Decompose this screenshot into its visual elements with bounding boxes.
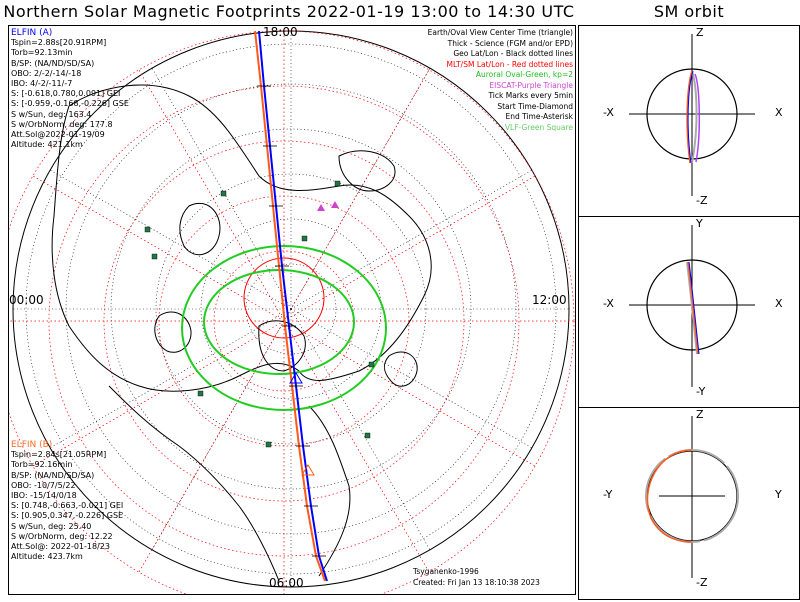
legend-item: EISCAT-Purple Triangle [489, 80, 573, 90]
axis-label-top: Y [696, 217, 703, 230]
sm-orbit-title: SM orbit [653, 2, 725, 21]
legend-item: MLT/SM Lat/Lon - Red dotted lines [446, 59, 573, 69]
elfin-b-line: S: [0.905,0.347,-0.226] GSE [11, 511, 124, 521]
mlt-label-top: 18:00 [263, 25, 298, 39]
elfin-b-line: B/SP: (NA/ND/SD/SA) [11, 470, 95, 480]
legend-item: Geo Lat/Lon - Black dotted lines [453, 49, 573, 58]
elfin-b-line: S: [0.748,-0.663,-0.021] GEI [11, 501, 124, 511]
elfin-a-line: IBO: 4/-2/-11/-7 [11, 79, 73, 89]
map-legend: Earth/Oval View Center Time (triangle) T… [428, 28, 573, 133]
elfin-b-name: ELFIN (B) [11, 440, 53, 450]
legend-item: Tick Marks every 5min [488, 91, 573, 100]
axis-label-bottom: -Z [696, 576, 708, 589]
axis-label-right: X [775, 106, 783, 119]
legend-item: Start Time-Diamond [497, 101, 573, 111]
elfin-a-line: Tspin=2.88s[20.91RPM] [11, 38, 107, 48]
elfin-b-line: OBO: -10/7/5/22 [11, 480, 76, 490]
legend-item: End Time-Asterisk [505, 112, 573, 121]
elfin-a-info: ELFIN (A) Tspin=2.88s[20.91RPM] Torb=92.… [11, 28, 129, 150]
axis-label-top: Z [696, 408, 704, 421]
orbit-xy-svg [629, 225, 755, 387]
legend-item: Auroral Oval-Green, kp=2 [475, 70, 573, 79]
mlt-label-left: 00:00 [9, 293, 44, 307]
polar-map-svg [9, 30, 575, 594]
orbit-panel-xz: Z -Z -X X [579, 26, 799, 216]
view-center-triangle-a [289, 372, 303, 384]
elfin-b-track [254, 30, 326, 582]
elfin-b-line: Altitude: 423.7km [11, 552, 83, 562]
axis-label-left: -X [603, 297, 614, 310]
map-footer: Tsyganenko-1996 Created: Fri Jan 13 18:1… [413, 566, 540, 588]
axis-label-bottom: -Y [696, 385, 706, 398]
model-label: Tsyganenko-1996 [413, 567, 479, 576]
orbit-panel-xy: Y -Y -X X [579, 216, 799, 407]
orbit-xz-svg [629, 34, 755, 196]
axis-label-right: Y [775, 488, 782, 501]
elfin-b-line: S w/Sun, deg: 25.40 [11, 521, 92, 531]
orbit-yz-svg [645, 416, 739, 578]
elfin-b-line: S w/OrbNorm, deg: 12.22 [11, 531, 113, 541]
elfin-b-line: Torb=92.16min [11, 460, 73, 470]
sm-orbit-panels: Z -Z -X X Y -Y -X X Z -Z -Y Y [578, 25, 800, 600]
mlt-label-right: 12:00 [532, 293, 567, 307]
axis-label-bottom: -Z [696, 194, 708, 207]
elfin-a-line: OBO: 2/-2/-14/-18 [11, 68, 82, 78]
legend-item: VLF-Green Square [504, 122, 573, 132]
legend-item: Thick - Science (FGM and/or EPD) [447, 38, 573, 48]
elfin-b-line: Tspin=2.84s[21.05RPM] [11, 450, 107, 460]
created-label: Created: Fri Jan 13 18:10:38 2023 [413, 578, 540, 587]
elfin-a-line: Altitude: 421.1km [11, 140, 83, 150]
elfin-a-line: S w/OrbNorm, deg: 177.8 [11, 119, 113, 129]
elfin-b-info: ELFIN (B) Tspin=2.84s[21.05RPM] Torb=92.… [11, 440, 123, 562]
orbit-panel-yz: Z -Z -Y Y [579, 407, 799, 598]
axis-label-top: Z [696, 26, 704, 39]
axis-label-left: -Y [603, 488, 613, 501]
elfin-a-name: ELFIN (A) [11, 28, 53, 38]
eiscat-markers [317, 201, 339, 211]
legend-item: Earth/Oval View Center Time (triangle) [427, 28, 573, 37]
footprint-map: 18:00 00:00 12:00 06:00 ELFIN (A) Tspin=… [8, 25, 576, 595]
view-center-triangle-b [301, 464, 315, 476]
mlt-label-bottom: 06:00 [269, 576, 304, 590]
elfin-a-line: Torb=92.13min [11, 48, 73, 58]
elfin-b-line: IBO: -15/14/0/18 [11, 491, 77, 501]
elfin-a-line: S w/Sun, deg: 163.4 [11, 109, 92, 119]
elfin-b-line: Att.Sol@: 2022-01-18/23 [11, 542, 110, 552]
page-title: Northern Solar Magnetic Footprints 2022-… [3, 2, 575, 21]
sm-pole-circle [243, 257, 325, 339]
axis-label-right: X [775, 297, 783, 310]
elfin-a-line: S: [-0.618,0.780,0.091] GEI [11, 89, 121, 99]
elfin-a-line: Att.Sol@2022-01-19/09 [11, 130, 105, 140]
elfin-a-line: B/SP: (NA/ND/SD/SA) [11, 58, 95, 68]
axis-label-left: -X [603, 106, 614, 119]
elfin-a-line: S: [-0.959,-0.168,-0.226] GSE [11, 99, 129, 109]
vlf-stations [144, 180, 375, 448]
sm-longitude-grid [9, 31, 574, 594]
track-ticks [257, 85, 326, 557]
